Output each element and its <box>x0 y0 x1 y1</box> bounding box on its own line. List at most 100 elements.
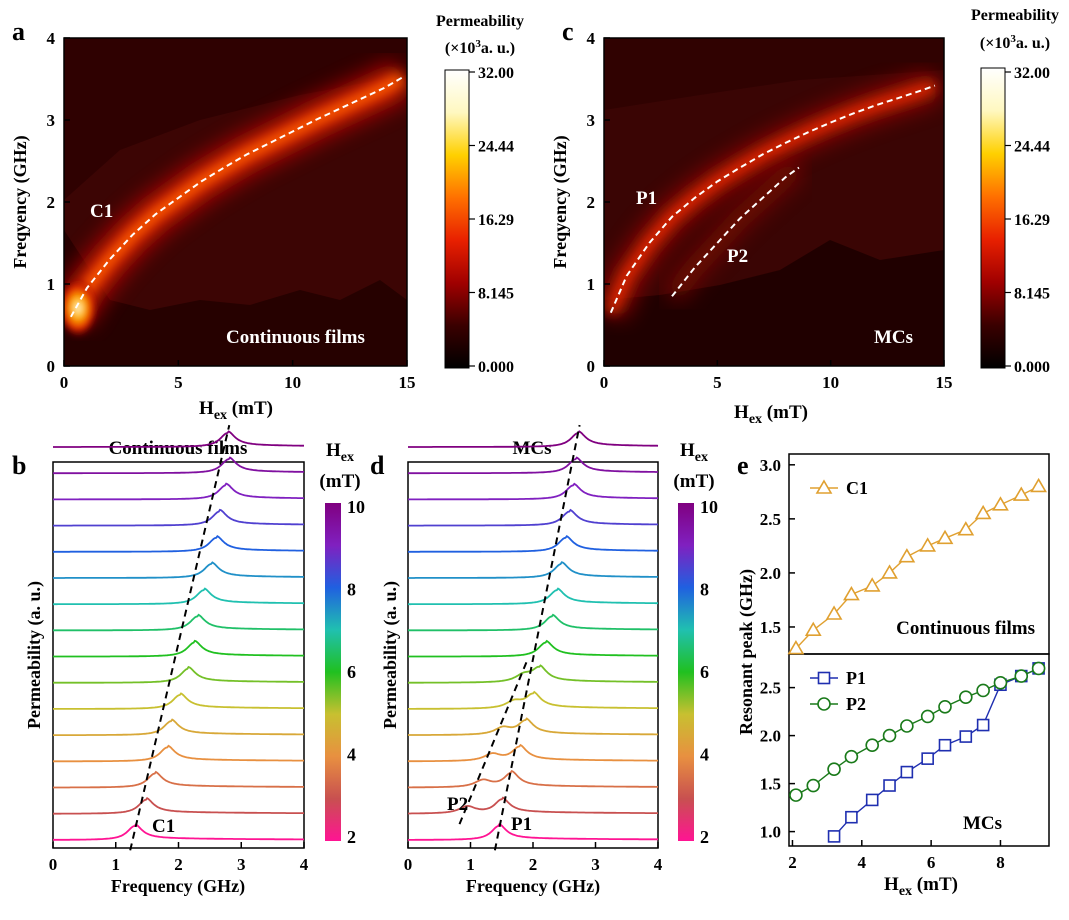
colorbar-a: Permeability (×103a. u.) 32.00 24.44 16.29… <box>436 13 524 376</box>
series-c1-marker <box>1012 486 1030 501</box>
heatmap-a-c1-guide <box>70 76 403 318</box>
spectrum-line <box>53 561 304 579</box>
x-tick-label: 1 <box>112 855 121 874</box>
x-tick-label: 1 <box>466 855 475 874</box>
legend-e: C1 P1 P2 <box>810 478 868 714</box>
series-p1-marker <box>865 793 879 807</box>
spectrum-line <box>408 430 659 448</box>
x-tick-label: 0 <box>600 373 609 392</box>
peak-label-d-p2: P2 <box>447 794 468 815</box>
x-tick-label: 10 <box>822 373 839 392</box>
spectrum-line <box>53 692 304 710</box>
y-tick-label: 2 <box>47 193 56 212</box>
x-tick-label: 15 <box>936 373 953 392</box>
y-tick-label: 1 <box>47 275 56 294</box>
x-tick-label: 0 <box>49 855 58 874</box>
legend-p2-label: P2 <box>846 694 866 714</box>
panel-e-label: e <box>737 451 749 480</box>
series-p2-marker <box>827 762 841 777</box>
spectrum-line <box>408 587 658 606</box>
spectrum-line <box>408 456 658 475</box>
colorbar-tick-label: 24.44 <box>1014 139 1050 156</box>
colorbar-b-title: Hex <box>326 440 354 465</box>
spectrum-line <box>408 717 658 736</box>
series-c1-marker <box>936 529 954 545</box>
legend-c1-label: C1 <box>846 478 868 498</box>
series-p2-marker <box>920 709 935 724</box>
colorbar-b-bar <box>325 503 341 841</box>
y-tick-label: 2.5 <box>760 679 781 698</box>
axes-e-bottom-frame <box>788 653 1050 847</box>
series-c1-marker <box>881 564 898 579</box>
legend-p1-label: P1 <box>846 668 866 688</box>
series-p2-marker <box>900 719 914 733</box>
axes-a-ticks: 0 5 10 15 0 1 2 3 4 <box>47 29 416 392</box>
colorbar-tick-label: 8 <box>700 580 709 600</box>
panel-b-label: b <box>12 451 26 480</box>
y-tick-label: 2 <box>587 193 596 212</box>
colorbar-tick-label: 0.000 <box>1014 359 1050 376</box>
colorbar-tick-label: 4 <box>700 745 709 765</box>
x-tick-label: 2 <box>174 855 183 874</box>
series-c1-marker <box>804 621 822 637</box>
peak-label-d-p1: P1 <box>511 814 532 835</box>
x-tick-label: 5 <box>713 373 722 392</box>
spectra-b-c1-guide <box>129 424 231 851</box>
spectrum-line <box>408 823 659 841</box>
colorbar-tick-label: 32.00 <box>1014 65 1050 82</box>
series-p2-marker <box>938 699 952 714</box>
panel-c-label: c <box>562 17 574 46</box>
series-c1-marker <box>825 605 843 620</box>
colorbar-b-ticks: 10 8 6 4 2 <box>347 497 365 847</box>
series-c1-marker <box>974 504 992 520</box>
colorbar-tick-label: 0.000 <box>478 359 514 376</box>
x-tick-label: 3 <box>591 855 600 874</box>
series-c1-marker <box>1030 477 1047 493</box>
y-tick-label: 2.0 <box>760 727 781 746</box>
spectrum-line <box>53 744 304 763</box>
heatmap-a-hotspot <box>64 278 98 338</box>
spectrum-line <box>408 482 658 501</box>
colorbar-tick-label: 2 <box>700 827 709 847</box>
axes-e-ylabel: Resonant peak (GHz) <box>736 569 757 735</box>
plot-e <box>787 477 1047 843</box>
colorbar-d: Hex (mT) 10 8 6 4 2 <box>673 440 718 847</box>
series-p2-marker <box>806 778 821 793</box>
series-c1-marker <box>863 577 881 592</box>
y-tick-label: 3.0 <box>760 456 781 475</box>
spectrum-line <box>53 770 304 789</box>
x-tick-label: 5 <box>174 373 183 392</box>
colorbar-tick-label: 16.29 <box>1014 212 1050 229</box>
series-p2-marker <box>844 749 859 764</box>
legend-c1-marker <box>815 479 833 494</box>
spectrum-line <box>408 639 658 658</box>
colorbar-d-ticks: 10 8 6 4 2 <box>700 497 718 847</box>
spectra-b <box>53 430 304 841</box>
colorbar-c-title2: (×103a. u.) <box>980 33 1050 52</box>
spectrum-line <box>53 613 304 632</box>
heatmap-c-lowfield <box>604 240 944 366</box>
colorbar-c-title1: Permeability <box>971 7 1059 24</box>
axes-c-ylabel: Freqyency (GHz) <box>550 135 571 268</box>
legend-p1-marker <box>817 671 831 685</box>
peak-label-b-c1: C1 <box>152 816 175 837</box>
x-tick-label: 3 <box>237 855 246 874</box>
x-tick-label: 4 <box>858 853 867 872</box>
colorbar-tick-label: 8.145 <box>1014 286 1050 303</box>
series-p2-marker <box>865 738 880 753</box>
colorbar-tick-label: 4 <box>347 745 356 765</box>
x-tick-label: 0 <box>404 855 413 874</box>
colorbar-a-ticks: 32.00 24.44 16.29 8.145 0.000 <box>469 65 514 376</box>
panel-d-label: d <box>370 451 385 480</box>
y-tick-label: 1.5 <box>760 775 781 794</box>
colorbar-c-ticks: 32.00 24.44 16.29 8.145 0.000 <box>1005 65 1050 376</box>
x-tick-label: 15 <box>399 373 416 392</box>
series-p2-marker <box>1014 669 1029 683</box>
axes-e-xlabel: Hex (mT) <box>884 874 958 899</box>
spectrum-line <box>53 456 304 475</box>
annotation-c-p2: P2 <box>727 246 748 267</box>
y-tick-label: 4 <box>47 29 56 48</box>
panel-d: d MCs P1 P2 0 1 2 3 4 Permeability (a. u.) F… <box>370 424 663 897</box>
series-p1-marker <box>883 779 896 792</box>
